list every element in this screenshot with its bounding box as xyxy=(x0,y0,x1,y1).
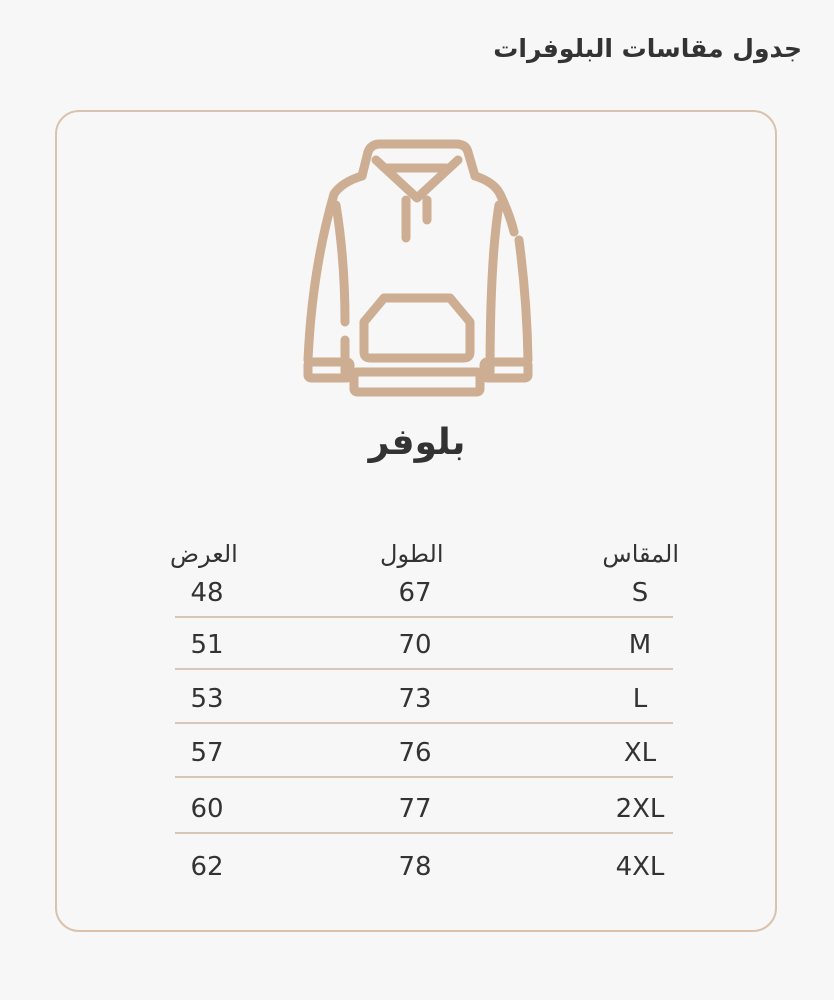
cell-length: 76 xyxy=(398,738,432,768)
cell-size: 4XL xyxy=(615,852,665,882)
cell-width: 62 xyxy=(190,852,224,882)
size-chart-card xyxy=(55,110,777,932)
header-width: العرض xyxy=(170,540,238,568)
cell-size: S xyxy=(631,578,649,608)
header-length: الطول xyxy=(380,540,444,568)
cell-width: 57 xyxy=(190,738,224,768)
cell-length: 77 xyxy=(398,794,432,824)
cell-size: L xyxy=(632,684,648,714)
cell-width: 60 xyxy=(190,794,224,824)
row-divider xyxy=(175,668,673,670)
row-divider xyxy=(175,616,673,618)
cell-size: XL xyxy=(623,738,657,768)
cell-length: 70 xyxy=(398,630,432,660)
cell-size: 2XL xyxy=(615,794,665,824)
cell-length: 78 xyxy=(398,852,432,882)
row-divider xyxy=(175,722,673,724)
header-size: المقاس xyxy=(602,540,679,568)
row-divider xyxy=(175,832,673,834)
cell-width: 53 xyxy=(190,684,224,714)
page-title: جدول مقاسات البلوفرات xyxy=(493,34,802,63)
cell-width: 48 xyxy=(190,578,224,608)
cell-width: 51 xyxy=(190,630,224,660)
cell-length: 73 xyxy=(398,684,432,714)
product-name: بلوفر xyxy=(368,422,466,463)
cell-length: 67 xyxy=(398,578,432,608)
cell-size: M xyxy=(628,630,652,660)
row-divider xyxy=(175,776,673,778)
